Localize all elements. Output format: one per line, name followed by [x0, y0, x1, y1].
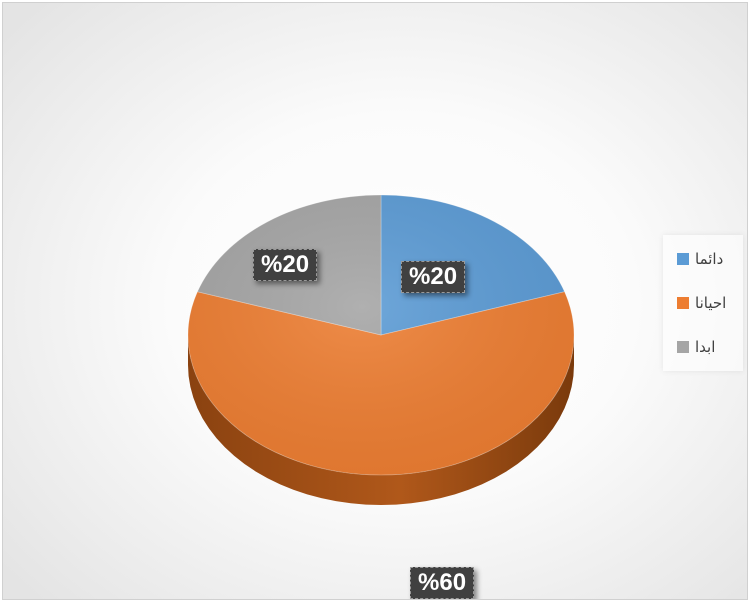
legend-swatch-daiman — [677, 253, 689, 265]
data-label-abadan: %20 — [253, 249, 318, 281]
data-label-daiman: %20 — [401, 261, 466, 293]
legend-entry-ahyanan: احيانا — [677, 293, 726, 313]
pie-side-ahyanan — [188, 335, 574, 505]
legend-entry-daiman: دائما — [677, 249, 723, 269]
legend-swatch-abadan — [677, 341, 689, 353]
legend-label-ahyanan: احيانا — [695, 294, 727, 312]
pie-shading — [188, 195, 574, 475]
legend-entry-abadan: ابدا — [677, 337, 715, 357]
legend-swatch-ahyanan — [677, 297, 689, 309]
legend-label-abadan: ابدا — [695, 338, 716, 356]
pie-chart — [187, 194, 575, 505]
data-label-ahyanan: %60 — [410, 567, 475, 599]
legend-label-daiman: دائما — [695, 250, 724, 268]
legend: دائما احيانا ابدا — [663, 235, 743, 371]
